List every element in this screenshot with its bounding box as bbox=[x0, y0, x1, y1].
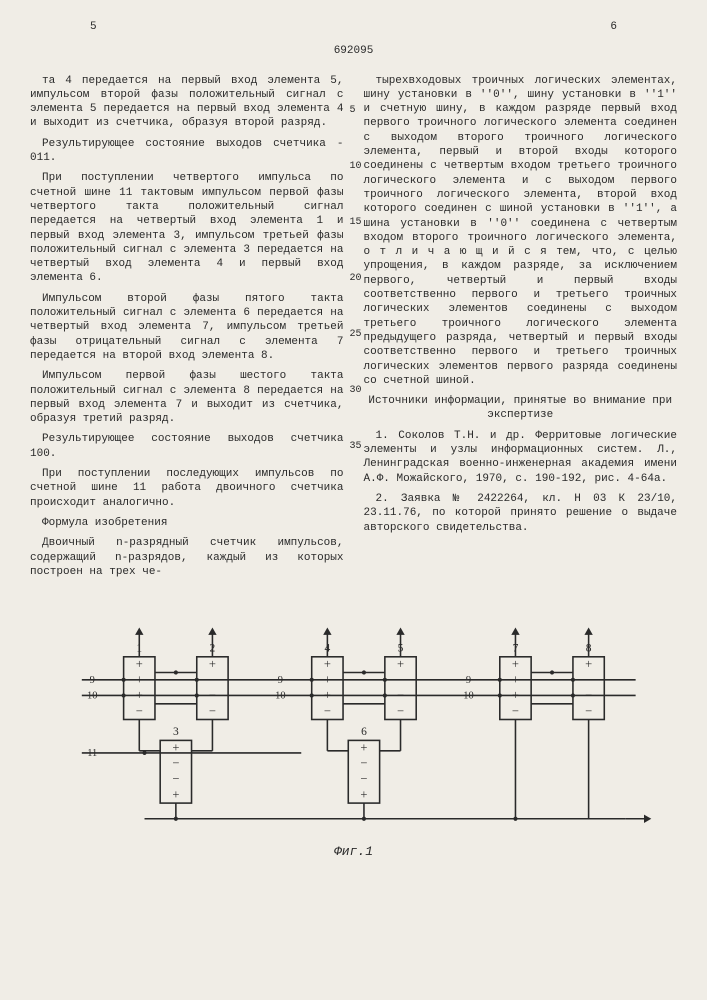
svg-text:+: + bbox=[172, 740, 179, 754]
svg-text:3: 3 bbox=[173, 726, 179, 738]
circuit-diagram: 1+++−2+−−−3+−−+4+++−5+−−−6+−−+7+++−8+−−−… bbox=[40, 615, 667, 834]
svg-text:+: + bbox=[512, 688, 519, 702]
line-marker: 30 bbox=[350, 384, 362, 397]
line-marker: 10 bbox=[350, 160, 362, 173]
paragraph: Импульсом первой фазы шестого такта поло… bbox=[30, 369, 344, 426]
patent-number: 692095 bbox=[30, 44, 677, 58]
formula-text: Двоичный n-разрядный счетчик импульсов, … bbox=[30, 536, 344, 579]
svg-text:9: 9 bbox=[90, 675, 95, 686]
svg-text:6: 6 bbox=[361, 726, 367, 738]
svg-text:+: + bbox=[324, 657, 331, 671]
line-marker: 5 bbox=[350, 104, 356, 117]
svg-text:+: + bbox=[136, 688, 143, 702]
svg-text:+: + bbox=[324, 688, 331, 702]
svg-text:−: − bbox=[397, 688, 404, 702]
paragraph: При поступлении последующих импульсов по… bbox=[30, 467, 344, 510]
svg-text:−: − bbox=[172, 756, 179, 770]
line-marker: 35 bbox=[350, 440, 362, 453]
svg-text:9: 9 bbox=[278, 675, 283, 686]
right-column: 5 10 15 20 25 30 35 тырехвходовых троичн… bbox=[364, 74, 678, 586]
svg-text:−: − bbox=[397, 704, 404, 718]
svg-text:+: + bbox=[585, 657, 592, 671]
paragraph: тырехвходовых троичных логических элемен… bbox=[364, 74, 678, 389]
line-marker: 20 bbox=[350, 272, 362, 285]
sources-title: Источники информации, принятые во вниман… bbox=[364, 394, 678, 423]
svg-text:+: + bbox=[136, 673, 143, 687]
svg-text:−: − bbox=[136, 704, 143, 718]
source-item: 1. Соколов Т.Н. и др. Ферритовые логичес… bbox=[364, 429, 678, 486]
svg-text:+: + bbox=[360, 787, 367, 801]
svg-text:−: − bbox=[209, 673, 216, 687]
svg-text:10: 10 bbox=[275, 691, 285, 702]
line-marker: 15 bbox=[350, 216, 362, 229]
svg-text:+: + bbox=[512, 673, 519, 687]
svg-text:+: + bbox=[136, 657, 143, 671]
svg-text:−: − bbox=[397, 673, 404, 687]
page-number-right: 6 bbox=[610, 20, 617, 34]
figure-label: Фиг.1 bbox=[40, 844, 667, 861]
svg-text:−: − bbox=[585, 673, 592, 687]
svg-text:−: − bbox=[209, 688, 216, 702]
line-marker: 25 bbox=[350, 328, 362, 341]
svg-text:+: + bbox=[512, 657, 519, 671]
paragraph: Импульсом второй фазы пятого такта полож… bbox=[30, 292, 344, 363]
svg-text:−: − bbox=[585, 688, 592, 702]
svg-text:+: + bbox=[397, 657, 404, 671]
source-item: 2. Заявка № 2422264, кл. Н 03 К 23/10, 2… bbox=[364, 492, 678, 535]
svg-text:+: + bbox=[360, 740, 367, 754]
svg-text:−: − bbox=[360, 756, 367, 770]
left-column: та 4 передается на первый вход элемента … bbox=[30, 74, 344, 586]
paragraph: При поступлении четвертого импульса по с… bbox=[30, 171, 344, 285]
svg-text:−: − bbox=[172, 772, 179, 786]
svg-text:−: − bbox=[512, 704, 519, 718]
svg-text:+: + bbox=[209, 657, 216, 671]
paragraph: Результирующее состояние выходов счетчик… bbox=[30, 432, 344, 461]
paragraph: та 4 передается на первый вход элемента … bbox=[30, 74, 344, 131]
figure-1: 1+++−2+−−−3+−−+4+++−5+−−−6+−−+7+++−8+−−−… bbox=[30, 605, 677, 871]
svg-text:10: 10 bbox=[463, 691, 473, 702]
formula-title: Формула изобретения bbox=[30, 516, 344, 530]
page-number-left: 5 bbox=[90, 20, 97, 34]
svg-text:11: 11 bbox=[87, 748, 97, 759]
svg-text:9: 9 bbox=[466, 675, 471, 686]
svg-text:−: − bbox=[360, 772, 367, 786]
svg-text:−: − bbox=[209, 704, 216, 718]
svg-text:−: − bbox=[324, 704, 331, 718]
paragraph: Результирующее состояние выходов счетчик… bbox=[30, 137, 344, 166]
svg-text:−: − bbox=[585, 704, 592, 718]
svg-text:+: + bbox=[172, 787, 179, 801]
svg-text:+: + bbox=[324, 673, 331, 687]
svg-text:10: 10 bbox=[87, 691, 97, 702]
